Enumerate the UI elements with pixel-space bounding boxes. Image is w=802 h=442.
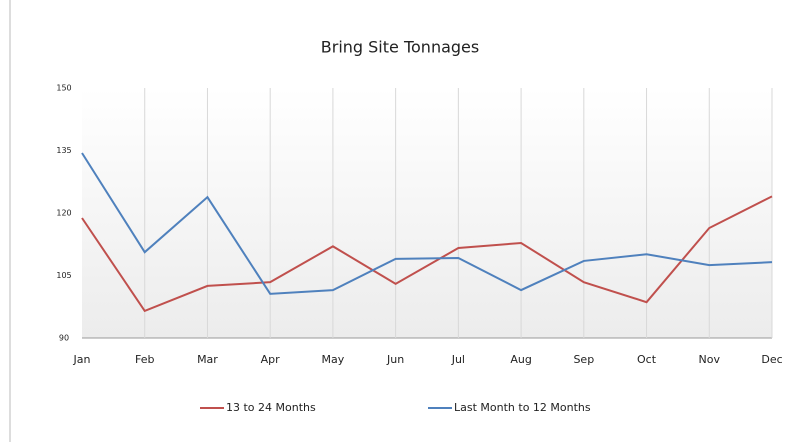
x-tick-label: May (322, 353, 345, 366)
y-tick-label: 120 (56, 209, 71, 218)
x-tick-label: Jun (386, 353, 404, 366)
y-tick-label: 150 (56, 84, 71, 93)
x-tick-label: Oct (637, 353, 657, 366)
legend-label: Last Month to 12 Months (454, 401, 591, 414)
plot-area (82, 88, 772, 338)
y-tick-label: 105 (56, 271, 71, 280)
x-tick-label: Mar (197, 353, 218, 366)
series-line (81, 195, 773, 313)
x-tick-label: Apr (261, 353, 281, 366)
x-tick-label: Sep (573, 353, 594, 366)
series-line (81, 152, 773, 295)
chart-title: Bring Site Tonnages (321, 38, 479, 57)
x-tick-label: Aug (510, 353, 531, 366)
y-tick-label: 135 (56, 146, 71, 155)
x-tick-label: Feb (135, 353, 154, 366)
x-tick-label: Jul (451, 353, 465, 366)
y-tick-label: 90 (59, 334, 69, 343)
x-tick-label: Dec (761, 353, 782, 366)
legend-label: 13 to 24 Months (226, 401, 316, 414)
x-tick-label: Nov (699, 353, 721, 366)
x-tick-label: Jan (73, 353, 91, 366)
